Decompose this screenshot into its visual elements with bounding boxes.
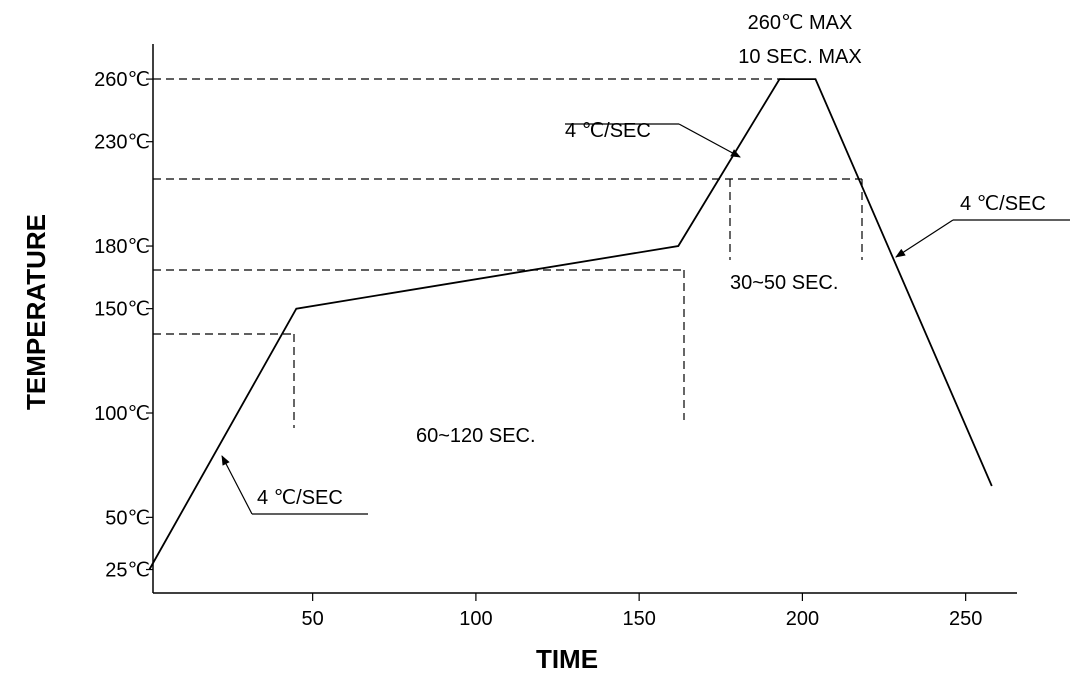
y-axis-title: TEMPERATURE: [21, 214, 51, 410]
y-tick-label-0: 25℃: [105, 560, 150, 582]
x-axis-title: TIME: [536, 644, 598, 674]
y-tick-label-3: 150℃: [94, 299, 150, 321]
x-tick-label-4: 250: [949, 608, 982, 630]
annotation-ramp-down-arrow: [895, 219, 954, 258]
annotations: 260℃ MAX 10 SEC. MAX 4 ℃/SEC 4 ℃/SEC 4 ℃…: [221, 12, 1070, 515]
annotation-soak-window: 60~120 SEC.: [416, 425, 536, 447]
x-tick-label-3: 200: [786, 608, 819, 630]
annotation-peak-line1: 260℃ MAX: [748, 12, 853, 34]
annotation-peak-line2: 10 SEC. MAX: [738, 46, 861, 68]
annotation-ramp-down: 4 ℃/SEC: [960, 193, 1046, 215]
series-line-profile: [148, 78, 993, 570]
annotation-ramp-up-bottom-arrow: [221, 455, 253, 515]
y-tick-label-1: 50℃: [105, 507, 150, 529]
annotation-ramp-up-bottom: 4 ℃/SEC: [257, 487, 343, 509]
annotation-ramp-up-top-arrow: [678, 123, 741, 158]
x-tick-label-2: 150: [622, 608, 655, 630]
y-tick-label-5: 230℃: [94, 132, 150, 154]
y-tick-label-6: 260℃: [94, 69, 150, 91]
annotation-ramp-up-top: 4 ℃/SEC: [565, 120, 651, 142]
guide-lines: [153, 78, 863, 428]
x-tick-label-1: 100: [459, 608, 492, 630]
x-ticks: 50 100 150 200 250: [302, 593, 982, 630]
y-tick-label-2: 100℃: [94, 403, 150, 425]
x-tick-label-0: 50: [302, 608, 324, 630]
annotation-reflow-window: 30~50 SEC.: [730, 272, 838, 294]
y-tick-label-4: 180℃: [94, 236, 150, 258]
y-ticks: 25℃ 50℃ 100℃ 150℃ 180℃ 230℃ 260℃: [94, 69, 153, 582]
